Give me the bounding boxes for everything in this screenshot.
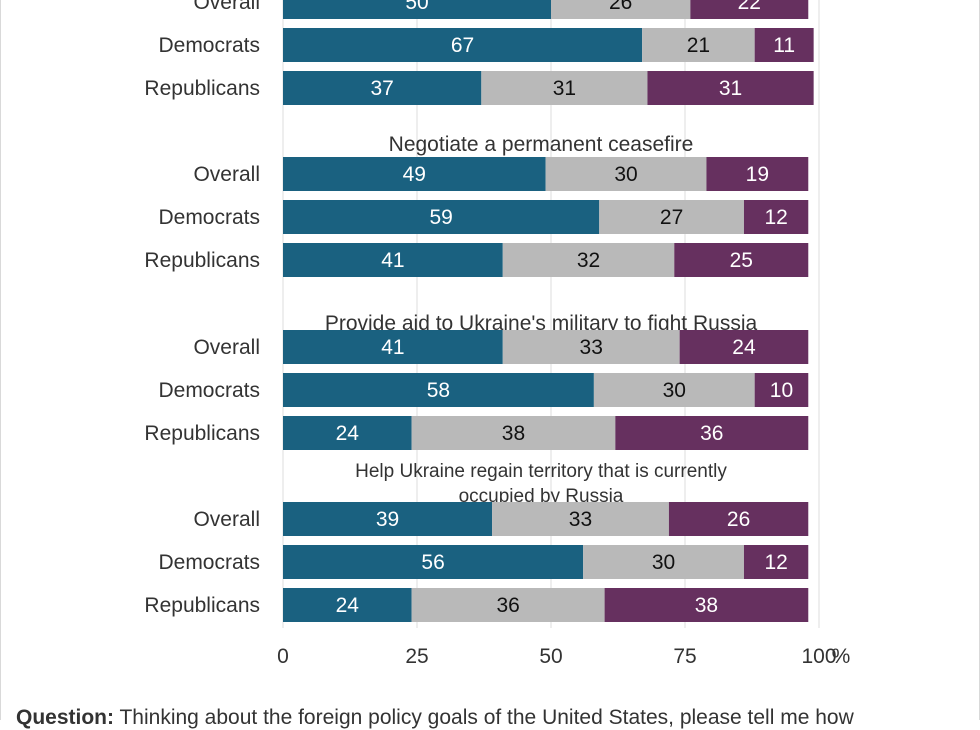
bar-segment (502, 243, 675, 277)
x-tick-label: 0 (277, 645, 289, 668)
section-title: occupied by Russia (459, 486, 624, 507)
bar-segment (674, 243, 809, 277)
category-label: Democrats (158, 206, 260, 229)
bar-segment (283, 373, 594, 407)
bar-segment (599, 200, 744, 234)
data-label: 32 (577, 249, 600, 272)
category-label: Republicans (144, 422, 260, 445)
axis-unit-label: % (832, 645, 851, 668)
data-label: 36 (700, 422, 723, 445)
data-label: 24 (336, 422, 360, 445)
bar-segment (283, 243, 503, 277)
bar-segment (743, 545, 809, 579)
data-label: 30 (663, 379, 686, 402)
bar-segment (615, 416, 809, 450)
data-label: 58 (427, 379, 450, 402)
data-label: 30 (652, 551, 675, 574)
category-label: Republicans (144, 77, 260, 100)
data-label: 36 (496, 594, 519, 617)
data-label: 24 (732, 336, 756, 359)
data-label: 49 (403, 163, 426, 186)
data-label: 30 (614, 163, 637, 186)
bar-segment (754, 28, 814, 62)
bar-segment (502, 330, 680, 364)
data-label: 26 (727, 508, 750, 531)
data-label: 39 (376, 508, 399, 531)
data-label: 10 (770, 379, 793, 402)
bar-segment (668, 502, 809, 536)
bar-segment (411, 416, 616, 450)
bar-segment (411, 588, 605, 622)
x-tick-label: 50 (539, 645, 562, 668)
bar-segment (679, 330, 809, 364)
data-label: 22 (738, 0, 761, 14)
data-label: 27 (660, 206, 683, 229)
bar-segment (283, 200, 600, 234)
data-label: 19 (746, 163, 769, 186)
bar-segment (647, 71, 814, 105)
data-label: 31 (553, 77, 576, 100)
data-label: 33 (569, 508, 592, 531)
question-body: Thinking about the foreign policy goals … (119, 706, 854, 729)
data-label: 33 (580, 336, 603, 359)
category-label: Republicans (144, 249, 260, 272)
bar-segment (283, 416, 412, 450)
bar-segment (593, 373, 755, 407)
section-title: Negotiate a permanent ceasefire (389, 133, 694, 156)
data-label: 67 (451, 34, 474, 57)
data-label: 26 (609, 0, 632, 14)
data-label: 56 (421, 551, 444, 574)
category-label: Republicans (144, 594, 260, 617)
bar-segment (283, 545, 584, 579)
bar-segment (283, 157, 546, 191)
bar-segment (492, 502, 669, 536)
data-label: 21 (687, 34, 710, 57)
x-tick-label: 75 (673, 645, 696, 668)
data-label: 25 (730, 249, 753, 272)
x-tick-label: 25 (405, 645, 428, 668)
bar-segment (283, 28, 643, 62)
data-label: 11 (773, 34, 795, 57)
bar-segment (583, 545, 744, 579)
data-label: 12 (764, 206, 787, 229)
category-label: Overall (193, 336, 260, 359)
category-label: Democrats (158, 34, 260, 57)
question-label: Question: (16, 706, 114, 729)
bar-segment (706, 157, 809, 191)
bar-segment (283, 330, 503, 364)
data-label: 41 (381, 249, 404, 272)
bar-segment (283, 0, 551, 19)
data-label: 50 (405, 0, 428, 14)
bar-segment (283, 502, 493, 536)
bar-segment (545, 157, 707, 191)
x-tick-label: 100 (801, 645, 836, 668)
bar-segment (551, 0, 691, 19)
category-label: Democrats (158, 551, 260, 574)
data-label: 41 (381, 336, 404, 359)
bar-segment (604, 588, 809, 622)
data-label: 12 (764, 551, 787, 574)
bar-segment (754, 373, 809, 407)
data-label: 38 (502, 422, 525, 445)
bar-segment (283, 588, 412, 622)
category-label: Overall (193, 0, 260, 14)
bar-segment (690, 0, 809, 19)
stacked-bar-chart: Overall 50 26 22 Democrats 67 21 11 Republicans 3… (144, 0, 851, 668)
bar-segment (743, 200, 809, 234)
data-label: 59 (429, 206, 452, 229)
bar-segment (283, 71, 482, 105)
data-label: 31 (719, 77, 742, 100)
section-title: Help Ukraine regain territory that is cu… (355, 461, 727, 482)
data-label: 24 (336, 594, 360, 617)
category-label: Overall (193, 163, 260, 186)
question-text: Question: Thinking about the foreign pol… (16, 706, 966, 730)
bar-segment (642, 28, 755, 62)
category-label: Overall (193, 508, 260, 531)
data-label: 38 (695, 594, 718, 617)
section-title: Provide aid to Ukraine's military to fig… (325, 312, 758, 335)
category-label: Democrats (158, 379, 260, 402)
bar-segment (481, 71, 648, 105)
data-label: 37 (370, 77, 393, 100)
